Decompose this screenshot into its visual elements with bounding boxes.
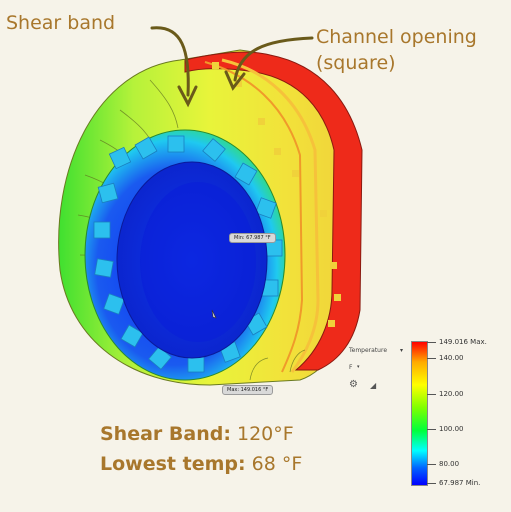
shear-band-summary-label: Shear Band: — [100, 423, 231, 445]
tick-label-120: 120.00 — [439, 390, 464, 398]
dropdown-caret-icon[interactable]: ▾ — [400, 347, 404, 354]
max-probe-tag[interactable]: Max: 149.016 °F — [222, 385, 274, 395]
tick-mark-120 — [427, 394, 436, 395]
lowest-temp-summary-label: Lowest temp: — [100, 453, 246, 475]
channel-opening-line2: (square) — [316, 51, 396, 74]
tick-label-max: 149.016 Max. — [439, 338, 487, 346]
tick-label-min: 67.987 Min. — [439, 479, 481, 487]
channel-opening-annotation: Channel opening (square) — [316, 25, 477, 76]
legend-unit[interactable]: F — [349, 364, 353, 371]
min-probe-tag[interactable]: Min: 67.987 °F — [229, 233, 276, 243]
tick-mark-140 — [427, 358, 436, 359]
tick-mark-min — [427, 483, 436, 484]
tick-mark-100 — [427, 429, 436, 430]
channel-opening-line1: Channel opening — [316, 26, 477, 48]
tick-label-80: 80.00 — [439, 460, 460, 468]
tick-mark-80 — [427, 464, 436, 465]
tick-label-100: 100.00 — [439, 425, 464, 433]
cursor-glyph — [211, 309, 217, 319]
arrow-annotation-icon — [150, 26, 314, 108]
temperature-colorbar — [411, 341, 428, 486]
shear-band-annotation: Shear band — [6, 12, 116, 34]
gear-icon[interactable]: ⚙ — [349, 379, 358, 390]
tick-mark-max — [427, 342, 436, 343]
tick-label-140: 140.00 — [439, 354, 464, 362]
lowest-temp-summary: Lowest temp: 68 °F — [100, 453, 302, 475]
shear-band-summary: Shear Band: 120°F — [100, 423, 294, 445]
hub-disc — [116, 161, 268, 359]
legend-title[interactable]: Temperature — [349, 347, 388, 354]
shear-band-tread — [184, 51, 363, 373]
unit-caret-icon[interactable]: ▾ — [357, 364, 360, 370]
shear-band-summary-value: 120°F — [230, 423, 294, 445]
ramp-icon[interactable]: ◢ — [370, 381, 377, 390]
lowest-temp-summary-value: 68 °F — [245, 453, 303, 475]
